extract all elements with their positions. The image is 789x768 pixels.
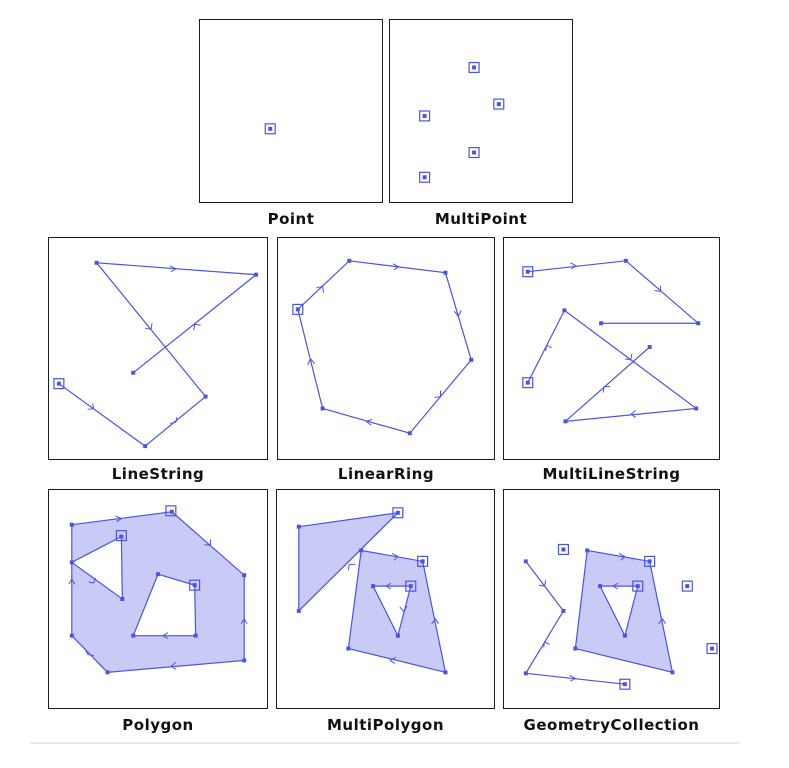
polygon-hole-marker [115,530,127,542]
multipoint-vertex [468,147,480,159]
linearring-start-marker [292,303,304,315]
multilinestring-start-marker [522,377,534,389]
multipoint-panel [389,19,573,203]
multipolygon-start-marker [417,555,429,567]
geometrycollection-point-marker [706,642,718,655]
multipoint-vertex [493,98,505,110]
direction-arrows [307,263,462,426]
multipolygon-vertices [296,510,448,675]
linearring-canvas [292,258,474,436]
linearring-vertices [295,258,474,436]
multipolygon-part [347,549,447,674]
linestring-start-marker [53,378,65,390]
geometrycollection-vertices [523,547,715,687]
linestring-label: LineString [111,465,205,483]
multilinestring-start-marker [522,266,534,278]
geometrycollection-canvas [523,543,718,690]
polygon-canvas [68,505,248,675]
multilinestring-line [527,260,700,324]
linestring-canvas [53,260,259,449]
polygon-panel [48,489,268,709]
multipoint-canvas [419,61,505,183]
point-panel [199,19,383,203]
multipoint-vertex [468,61,480,74]
geometrycollection-polygon [574,549,674,674]
polygon-hole-marker [189,579,201,591]
point-vertex-marker [264,123,276,135]
multilinestring-vertices [525,258,701,424]
multipolygon-part [298,511,400,613]
linearring-panel [277,237,495,460]
multilinestring-label: MultiLineString [542,465,681,483]
multilinestring-line [527,309,698,423]
bottom-divider [30,742,740,744]
polygon-start-marker [165,505,177,517]
multipolygon-start-marker [392,507,404,519]
linestring-panel [48,237,268,460]
multipolygon-hole-marker [405,580,417,592]
linearring-label: LinearRing [337,465,435,483]
direction-arrows [87,265,201,424]
multipolygon-label: MultiPolygon [327,716,444,734]
multilinestring-canvas [522,258,701,424]
point-label: Point [267,210,315,228]
geometrycollection-point-marker [557,543,569,556]
multipoint-label: MultiPoint [434,210,528,228]
geometrycollection-line-end-marker [619,678,631,690]
polygon-shape [70,511,245,673]
polygon-vertices [69,509,247,675]
polygon-label: Polygon [122,716,194,734]
geometrycollection-start-marker [644,555,656,567]
point-canvas [264,123,276,135]
geometrycollection-panel [503,489,720,709]
geometrycollection-hole-marker [632,580,644,592]
multipoint-vertex [419,110,431,122]
direction-arrows [545,262,662,418]
multilinestring-panel [503,237,720,460]
direction-arrows [347,552,439,664]
point-vertex [268,126,273,131]
geometrycollection-label: GeometryCollection [523,716,700,734]
multipolygon-canvas [296,507,448,675]
direction-arrows [68,515,248,670]
linestring-line [58,262,258,447]
linestring-vertices [56,260,259,449]
multipoint-vertex [419,171,431,183]
geometrycollection-point-marker [681,580,693,592]
multipolygon-panel [276,489,495,709]
direction-arrows [538,552,666,682]
